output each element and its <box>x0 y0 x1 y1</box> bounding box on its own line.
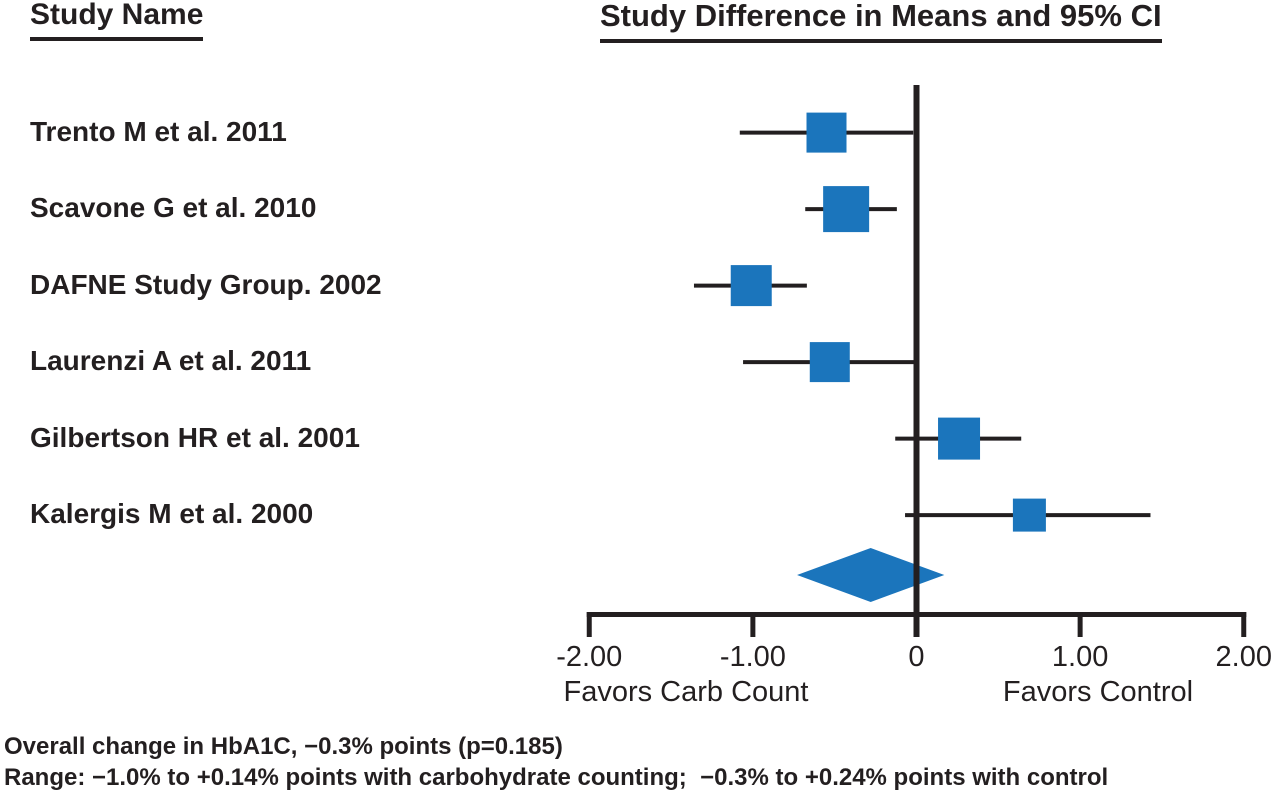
x-axis-tick-label: 1.00 <box>1052 641 1108 673</box>
x-axis-tick-label: -2.00 <box>556 641 622 673</box>
x-axis-tick-label: 2.00 <box>1216 641 1272 673</box>
study-label: DAFNE Study Group. 2002 <box>30 268 382 300</box>
study-label: Kalergis M et al. 2000 <box>30 498 314 530</box>
axis-annotation-favors-carb-count: Favors Carb Count <box>563 676 809 708</box>
mean-box <box>823 186 870 233</box>
column-header-study-name: Study Name <box>30 0 204 41</box>
mean-box <box>938 417 981 460</box>
overall-change-note: Overall change in HbA1C, −0.3% points (p… <box>4 733 563 760</box>
study-label: Trento M et al. 2011 <box>30 115 287 147</box>
mean-box <box>1012 498 1046 532</box>
mean-box <box>806 112 847 153</box>
mean-box <box>730 265 772 307</box>
study-label: Scavone G et al. 2010 <box>30 192 317 224</box>
study-label: Gilbertson HR et al. 2001 <box>30 421 360 453</box>
mean-box <box>809 342 850 383</box>
study-label: Laurenzi A et al. 2011 <box>30 345 312 377</box>
x-axis-tick-label: -1.00 <box>720 641 786 673</box>
x-axis-tick-label: 0 <box>908 641 924 673</box>
axis-annotation-favors-control: Favors Control <box>1002 676 1194 708</box>
column-header-difference-in-means: Study Difference in Means and 95% CI <box>600 0 1162 43</box>
range-note: Range: −1.0% to +0.14% points with carbo… <box>4 764 1109 791</box>
overall-diamond <box>797 548 945 602</box>
